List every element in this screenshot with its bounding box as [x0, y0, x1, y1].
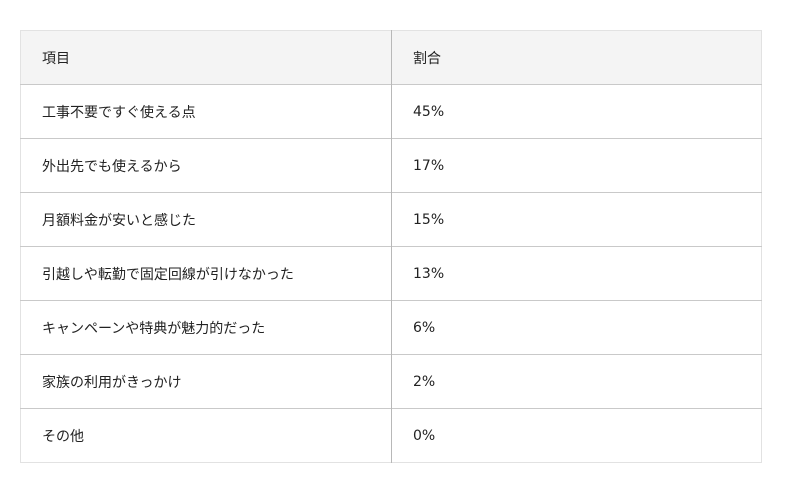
survey-table: 項目 割合 工事不要ですぐ使える点 45% 外出先でも使えるから 17% 月額料金が安い…	[20, 30, 762, 463]
table-row: 引越しや転勤で固定回線が引けなかった 13%	[20, 246, 762, 301]
table-row: 工事不要ですぐ使える点 45%	[20, 84, 762, 139]
header-item: 項目	[20, 30, 392, 85]
row-ratio: 13%	[391, 246, 762, 301]
table-row: 外出先でも使えるから 17%	[20, 138, 762, 193]
table-row: 月額料金が安いと感じた 15%	[20, 192, 762, 247]
row-ratio: 0%	[391, 408, 762, 463]
row-item: 家族の利用がきっかけ	[20, 354, 392, 409]
row-ratio: 2%	[391, 354, 762, 409]
table-header-row: 項目 割合	[20, 30, 762, 85]
row-ratio: 6%	[391, 300, 762, 355]
row-ratio: 17%	[391, 138, 762, 193]
row-ratio: 15%	[391, 192, 762, 247]
row-item: その他	[20, 408, 392, 463]
row-item: キャンペーンや特典が魅力的だった	[20, 300, 392, 355]
header-ratio: 割合	[391, 30, 762, 85]
table-row: キャンペーンや特典が魅力的だった 6%	[20, 300, 762, 355]
row-ratio: 45%	[391, 84, 762, 139]
row-item: 外出先でも使えるから	[20, 138, 392, 193]
row-item: 月額料金が安いと感じた	[20, 192, 392, 247]
row-item: 引越しや転勤で固定回線が引けなかった	[20, 246, 392, 301]
table-row: その他 0%	[20, 408, 762, 463]
table-row: 家族の利用がきっかけ 2%	[20, 354, 762, 409]
row-item: 工事不要ですぐ使える点	[20, 84, 392, 139]
